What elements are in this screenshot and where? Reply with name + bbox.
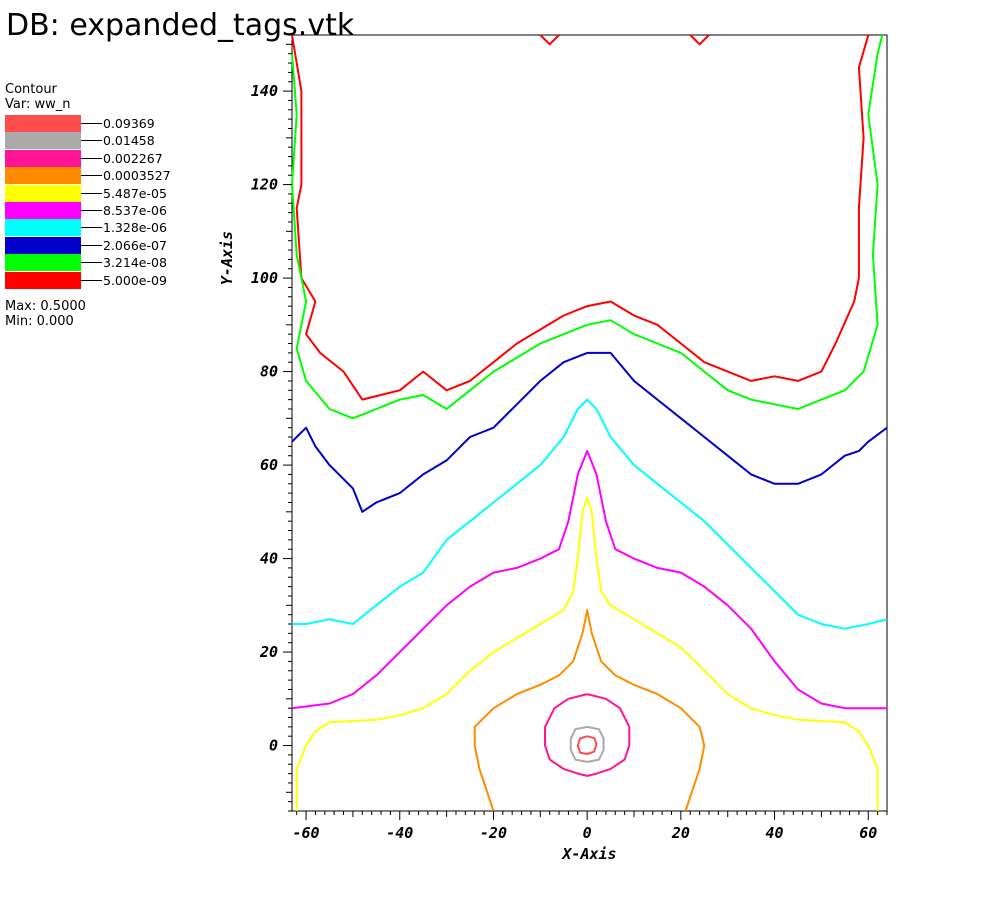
legend-swatch [5, 254, 81, 272]
y-tick-label: 80 [260, 363, 278, 381]
contour-series [291, 34, 884, 420]
contour-line [291, 34, 870, 401]
contour-line [539, 34, 560, 46]
legend-swatch [5, 271, 81, 289]
legend-label: 0.002267 [103, 150, 163, 166]
legend-swatch [5, 115, 81, 132]
contour-series [569, 725, 605, 763]
x-tick-label: 40 [766, 824, 784, 842]
legend-entry: 0.09369 [5, 115, 205, 132]
y-tick-label: 100 [251, 269, 278, 287]
legend-label: 5.487e-05 [103, 185, 167, 201]
plot-frame [291, 34, 888, 812]
legend-label: 5.000e-09 [103, 272, 167, 288]
contour-line [544, 693, 631, 777]
legend-tick [81, 210, 102, 211]
legend-entry: 5.487e-05 [5, 184, 205, 202]
legend-entry: 5.000e-09 [5, 271, 205, 289]
y-tick-label: 60 [260, 456, 278, 474]
legend-variable: Var: ww_n [5, 97, 71, 112]
legend-label: 3.214e-08 [103, 255, 167, 271]
contour-series [576, 735, 598, 755]
y-tick-label: 0 [269, 737, 278, 755]
x-axis-title: X-Axis [560, 845, 616, 863]
legend-swatch [5, 202, 81, 219]
contour-series [544, 693, 631, 777]
legend-label: 1.328e-06 [103, 220, 167, 236]
y-tick-label: 140 [251, 82, 278, 100]
legend-swatch [5, 149, 81, 167]
legend-label: 0.0003527 [103, 168, 171, 184]
legend-tick [81, 279, 102, 281]
y-axis: 0 20 40 60 80 100 120 140 [251, 34, 292, 812]
legend-tick [81, 262, 102, 264]
legend-tick [81, 123, 102, 124]
legend-entry: 8.537e-06 [5, 202, 205, 219]
y-tick-label: 120 [251, 176, 278, 194]
legend-swatch [5, 184, 81, 202]
legend-stats: Max: 0.5000 Min: 0.000 [5, 299, 86, 329]
legend-tick [81, 175, 102, 177]
legend-tick [81, 157, 102, 159]
x-tick-label: -40 [386, 824, 413, 842]
contour-series [291, 351, 888, 513]
contour-series [291, 450, 887, 710]
contour-line [291, 34, 884, 420]
legend-entries: 0.09369 0.01458 0.002267 0.0003527 5.487e-05… [5, 115, 205, 289]
legend-tick [81, 227, 102, 229]
legend-label: 2.066e-07 [103, 237, 167, 253]
contour-series [295, 496, 879, 811]
contour-lines [291, 34, 888, 812]
legend-swatch [5, 219, 81, 237]
contour-line [291, 450, 887, 710]
x-tick-label: 60 [859, 824, 877, 842]
x-tick-label: -20 [480, 824, 507, 842]
contour-series [292, 398, 888, 630]
legend-heading: Contour [5, 82, 57, 97]
contour-line [576, 735, 598, 755]
plot-title: DB: expanded_tags.vtk [6, 8, 355, 43]
legend-min: Min: 0.000 [5, 314, 74, 329]
contour-line [295, 496, 879, 811]
legend-label: 0.09369 [103, 116, 155, 131]
contour-series [291, 34, 870, 401]
legend-label: 0.01458 [103, 133, 155, 149]
contour-legend: Contour Var: ww_n 0.09369 0.01458 0.002267… [5, 82, 205, 329]
x-axis: -60 -40 -20 0 20 40 60 [293, 811, 888, 842]
legend-entry: 1.328e-06 [5, 219, 205, 237]
legend-entry: 0.01458 [5, 132, 205, 150]
contour-line [473, 609, 706, 812]
contour-line [292, 398, 888, 630]
legend-entry: 2.066e-07 [5, 236, 205, 254]
legend-tick [81, 244, 102, 246]
contour-line [569, 725, 605, 763]
legend-max: Max: 0.5000 [5, 299, 86, 314]
legend-tick [81, 192, 102, 194]
y-tick-label: 20 [259, 643, 278, 661]
contour-line [689, 34, 710, 46]
x-tick-label: 20 [671, 824, 690, 842]
y-tick-label: 40 [260, 550, 278, 568]
legend-entry: 0.0003527 [5, 167, 205, 185]
legend-entry: 3.214e-08 [5, 254, 205, 272]
legend-swatch [5, 236, 81, 254]
y-axis-title: Y-Axis [218, 231, 236, 285]
contour-series [473, 609, 706, 812]
legend-entry: 0.002267 [5, 149, 205, 167]
legend-swatch [5, 167, 81, 185]
legend-label: 8.537e-06 [103, 203, 167, 218]
legend-swatch [5, 132, 81, 150]
contour-line [291, 351, 888, 513]
legend-tick [81, 140, 102, 142]
x-tick-label: -60 [293, 824, 320, 842]
x-tick-label: 0 [583, 824, 592, 842]
